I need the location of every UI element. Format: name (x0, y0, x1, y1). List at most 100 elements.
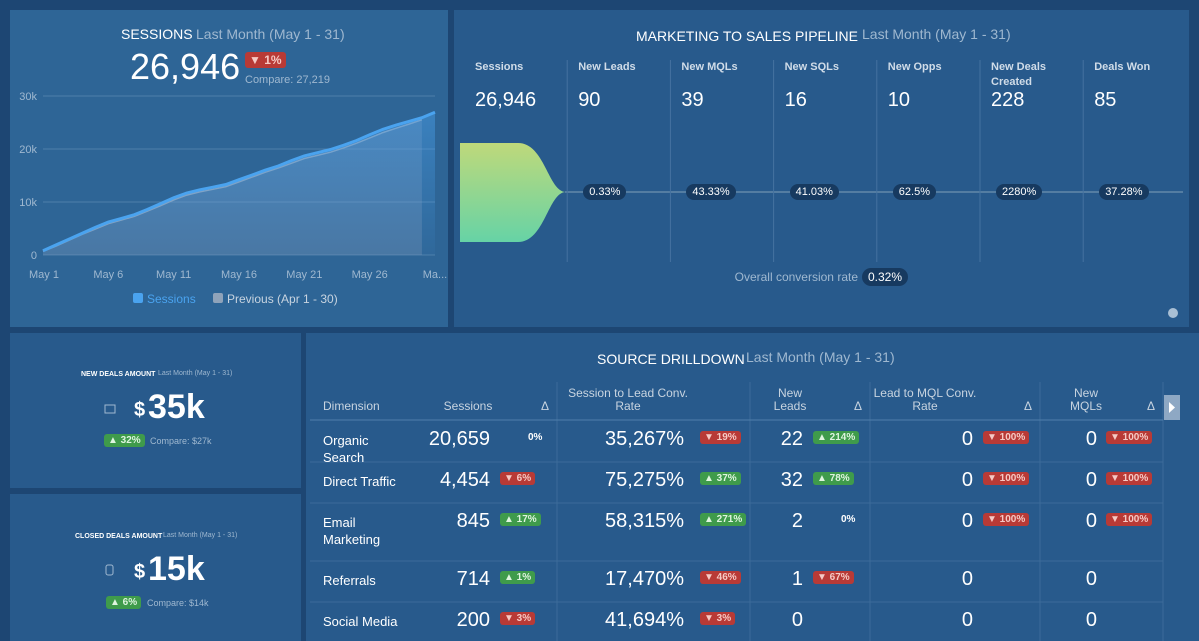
amount: 15k (148, 550, 205, 588)
stage-value: 90 (578, 89, 601, 111)
cell-delta: ▼ 3% (700, 612, 736, 625)
stage-rate: 62.5% (892, 184, 936, 200)
amount: 35k (148, 388, 205, 426)
cell-delta: ▼ 100% (1106, 472, 1153, 485)
cell-value: 22 (780, 428, 803, 450)
cell-delta: ▲ 17% (500, 513, 541, 526)
cell-value: 845 (456, 510, 490, 532)
x-tick-label: May 1 (29, 269, 59, 281)
y-tick-label: 0 (31, 250, 37, 262)
stage-label: New Opps (887, 61, 942, 73)
cell-value: 0 (1085, 510, 1097, 532)
cell-delta: ▼ 46% (700, 571, 741, 584)
cell-value: 58,315% (605, 510, 684, 532)
big-value: 26,946 (130, 46, 241, 87)
cell-value: 41,694% (605, 609, 684, 631)
legend-checkbox[interactable] (133, 293, 143, 303)
x-tick-label: May 26 (352, 269, 388, 281)
cell-delta: ▲ 271% (700, 513, 747, 526)
dimension: Social Media (323, 614, 398, 629)
cell-value: 4,454 (439, 469, 490, 491)
widget-title: NEW DEALS AMOUNT (81, 371, 156, 378)
dimension: Direct Traffic (323, 474, 396, 489)
stage-rate: 41.03% (789, 184, 839, 200)
cell-delta: 0% (528, 432, 543, 443)
stage-label: New MQLs (681, 61, 738, 73)
stage-rate: 0.33% (583, 184, 627, 200)
funnel (460, 143, 566, 242)
dimension: Referrals (323, 573, 376, 588)
stage-label: Deals Won (1094, 61, 1151, 73)
cell-value: 1 (791, 568, 803, 590)
x-tick-label: May 6 (93, 269, 123, 281)
briefcase-icon (104, 404, 116, 414)
cell-value: 0 (791, 609, 803, 631)
dimension: Organic Search (323, 433, 369, 465)
cell-delta: ▼ 3% (500, 612, 536, 625)
cell-value: 0 (961, 510, 973, 532)
cell-value: 0 (961, 469, 973, 491)
cell-delta: ▲ 37% (700, 472, 741, 485)
cell-delta: ▲ 1% (500, 571, 536, 584)
cell-value: 200 (456, 609, 490, 631)
cell-value: 2 (791, 510, 803, 532)
stage-label: Sessions (475, 61, 524, 73)
series-line (42, 110, 436, 253)
period: Last Month (May 1 - 31) (862, 26, 1011, 42)
scroll-arrow (1169, 402, 1175, 413)
currency: $ (134, 561, 146, 583)
cell-value: 20,659 (428, 428, 490, 450)
closed-deals-panel (10, 494, 301, 641)
stage-value: 16 (784, 89, 807, 111)
cell-value: 0 (961, 568, 973, 590)
cell-delta: ▼ 100% (1106, 431, 1153, 444)
cell-delta: ▼ 100% (983, 472, 1030, 485)
compare: Compare: $14k (147, 598, 209, 608)
cell-value: 0 (1085, 428, 1097, 450)
new-deals-panel (10, 333, 301, 488)
stage-label: New Leads (578, 61, 636, 73)
period: Last Month (May 1 - 31) (746, 349, 895, 365)
cell-delta: 0% (841, 514, 856, 525)
compare: Compare: $27k (150, 436, 212, 446)
cell-delta: ▲ 214% (813, 431, 860, 444)
header-label: Session to Lead Conv. Rate (568, 386, 688, 413)
cell-value: 0 (961, 609, 973, 631)
header-delta: Δ (541, 399, 550, 413)
overall-label: Overall conversion rate (734, 270, 858, 284)
period: Last Month (May 1 - 31) (163, 532, 238, 539)
stage-label: New SQLs (784, 61, 839, 73)
y-tick-label: 20k (19, 144, 37, 156)
header-delta: Δ (1024, 399, 1033, 413)
change: ▲ 6% (106, 596, 142, 609)
dimension: Email Marketing (323, 515, 381, 547)
widget-title: MARKETING TO SALES PIPELINE (636, 28, 858, 44)
cell-delta: ▲ 78% (813, 472, 854, 485)
info-icon[interactable] (1168, 308, 1178, 318)
stage-value: 26,946 (475, 89, 537, 111)
stage-label: New Deals Created (991, 61, 1047, 88)
change: ▼ 1% (245, 52, 286, 68)
change: ▲ 32% (104, 434, 145, 447)
stage-value: 39 (681, 89, 704, 111)
cell-delta: ▼ 6% (500, 472, 536, 485)
cell-value: 75,275% (605, 469, 684, 491)
header-label: New MQLs (1069, 386, 1102, 413)
stage-rate: 37.28% (1099, 184, 1149, 200)
stage-value: 228 (991, 89, 1025, 111)
widget-title: SOURCE DRILLDOWN (597, 351, 745, 367)
x-tick-label: May 21 (286, 269, 322, 281)
header-label: Lead to MQL Conv. Rate (873, 386, 977, 413)
widget-title: CLOSED DEALS AMOUNT (75, 533, 163, 540)
overall-value: 0.32% (862, 268, 909, 286)
cell-value: 714 (456, 568, 490, 590)
cell-delta: ▼ 19% (700, 431, 741, 444)
legend-checkbox[interactable] (213, 293, 223, 303)
cell-delta: ▼ 100% (983, 431, 1030, 444)
cell-value: 35,267% (605, 428, 684, 450)
stage-rate: 2280% (996, 184, 1043, 200)
cell-delta: ▼ 100% (1106, 513, 1153, 526)
y-tick-label: 10k (19, 197, 37, 209)
drilldown-panel (306, 333, 1199, 641)
